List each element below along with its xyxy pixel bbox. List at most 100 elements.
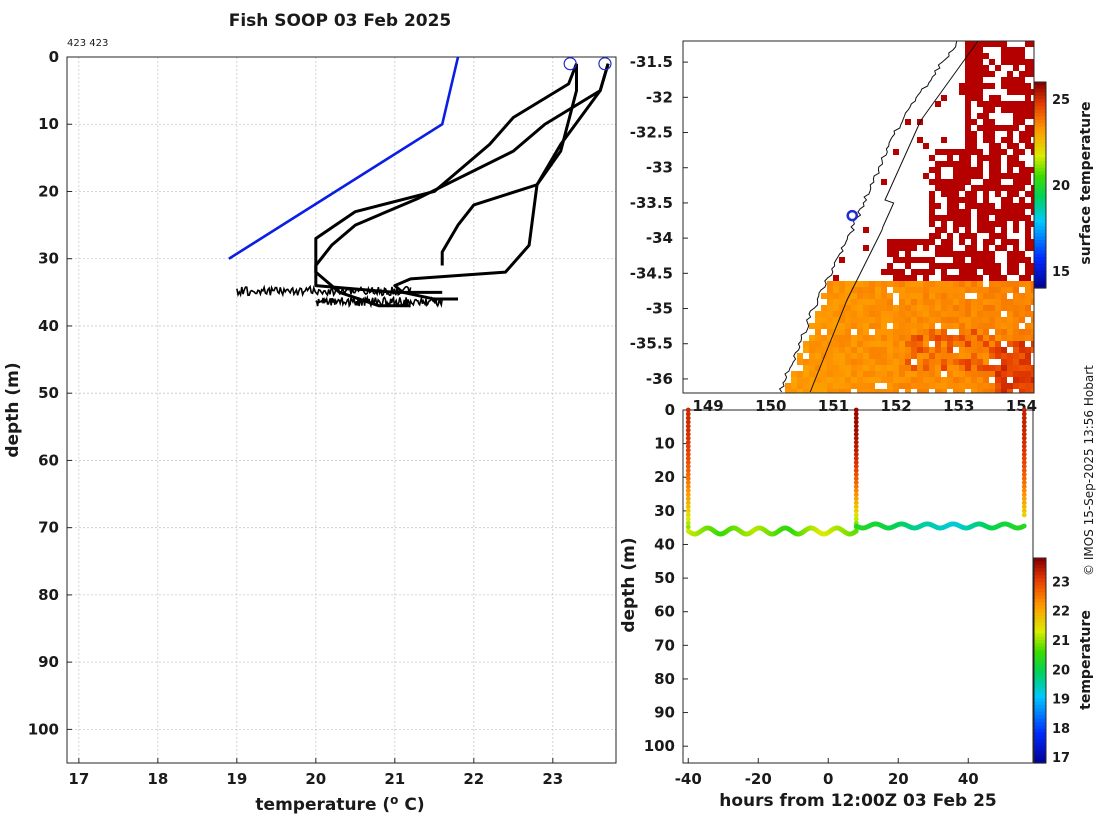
map-lat-label: -32	[646, 88, 673, 106]
sst-cell	[917, 299, 923, 305]
land-cell	[965, 221, 971, 227]
land-cell	[989, 239, 995, 245]
sst-cell	[905, 371, 911, 377]
sst-cell	[965, 329, 971, 335]
y-tick-label: 20	[38, 182, 59, 200]
sst-cell	[983, 389, 989, 393]
land-cell	[977, 275, 983, 281]
tow-point	[853, 528, 859, 534]
sst-cell	[959, 287, 965, 293]
land-cell	[983, 155, 989, 161]
sst-cell	[833, 287, 839, 293]
land-cell	[983, 209, 989, 215]
sst-cell	[1013, 293, 1019, 299]
sst-cell	[857, 377, 863, 383]
sst-cell	[797, 371, 803, 377]
sst-cell	[983, 371, 989, 377]
land-cell	[1019, 113, 1025, 119]
land-cell	[905, 239, 911, 245]
sst-cell	[929, 365, 935, 371]
colorbar-swatch	[1034, 164, 1046, 169]
land-cell	[971, 71, 977, 77]
land-cell	[1019, 47, 1025, 53]
sst-cell	[953, 335, 959, 341]
sst-cell	[1025, 329, 1031, 335]
colorbar-tick-label: 25	[1052, 93, 1070, 108]
land-cell	[1025, 83, 1031, 89]
sst-cell	[851, 281, 857, 287]
land-cell	[965, 107, 971, 113]
sst-cell	[953, 371, 959, 377]
land-cell	[1013, 251, 1019, 257]
sst-cell	[917, 287, 923, 293]
cast-point	[1021, 504, 1027, 510]
colorbar-swatch	[1034, 732, 1046, 737]
land-cell	[1013, 53, 1019, 59]
land-cell	[1019, 257, 1025, 263]
land-cell	[1013, 209, 1019, 215]
sst-cell	[1001, 389, 1007, 393]
sst-cell	[1001, 371, 1007, 377]
land-cell	[977, 173, 983, 179]
sst-cell	[1025, 281, 1031, 287]
y-tick-label: 50	[654, 569, 675, 587]
land-cell	[983, 203, 989, 209]
sst-cell	[893, 365, 899, 371]
sst-cell	[863, 371, 869, 377]
sst-cell	[1019, 311, 1025, 317]
sst-cell	[827, 299, 833, 305]
cast-point	[1021, 472, 1027, 477]
land-cell	[983, 221, 989, 227]
land-cell	[941, 269, 947, 275]
sst-cell	[1019, 305, 1025, 311]
sst-cell	[917, 311, 923, 317]
sst-cell	[917, 329, 923, 335]
sst-cell	[1025, 323, 1031, 329]
sst-cell	[953, 317, 959, 323]
sst-cell	[845, 311, 851, 317]
cast-point	[853, 484, 859, 490]
land-cell	[1013, 269, 1019, 275]
land-cell	[983, 257, 989, 263]
colorbar-swatch	[1034, 267, 1046, 272]
colorbar-tick-label: 20	[1052, 179, 1070, 194]
sst-cell	[965, 323, 971, 329]
sst-cell	[1007, 353, 1013, 359]
land-cell	[1013, 215, 1019, 221]
land-cell	[1019, 215, 1025, 221]
sst-cell	[941, 299, 947, 305]
sst-cell	[809, 359, 815, 365]
land-cell	[947, 203, 953, 209]
sst-cell	[815, 365, 821, 371]
colorbar-swatch	[1034, 188, 1046, 193]
land-cell	[935, 173, 941, 179]
land-cell	[983, 83, 989, 89]
sst-cell	[965, 287, 971, 293]
colorbar-swatch	[1034, 694, 1046, 699]
colorbar-swatch	[1034, 561, 1046, 566]
land-cell	[935, 167, 941, 173]
colorbar-swatch	[1034, 250, 1046, 255]
colorbar-frame	[1033, 557, 1047, 764]
sst-cell	[941, 341, 947, 347]
cast-point	[853, 496, 859, 502]
land-cell	[863, 245, 869, 251]
land-cell	[965, 233, 971, 239]
land-cell	[1019, 209, 1025, 215]
land-cell	[1007, 257, 1013, 263]
sst-cell	[833, 293, 839, 299]
sst-cell	[953, 353, 959, 359]
land-cell	[965, 113, 971, 119]
land-cell	[971, 251, 977, 257]
sst-cell	[1031, 335, 1034, 341]
sst-cell	[821, 341, 827, 347]
sst-cell	[899, 281, 905, 287]
land-cell	[965, 269, 971, 275]
sst-cell	[827, 365, 833, 371]
land-cell	[971, 137, 977, 143]
cast-point	[685, 451, 691, 457]
colorbar-swatch	[1034, 585, 1046, 590]
sst-cell	[1031, 347, 1034, 353]
sst-cell	[989, 311, 995, 317]
land-cell	[1001, 59, 1007, 65]
